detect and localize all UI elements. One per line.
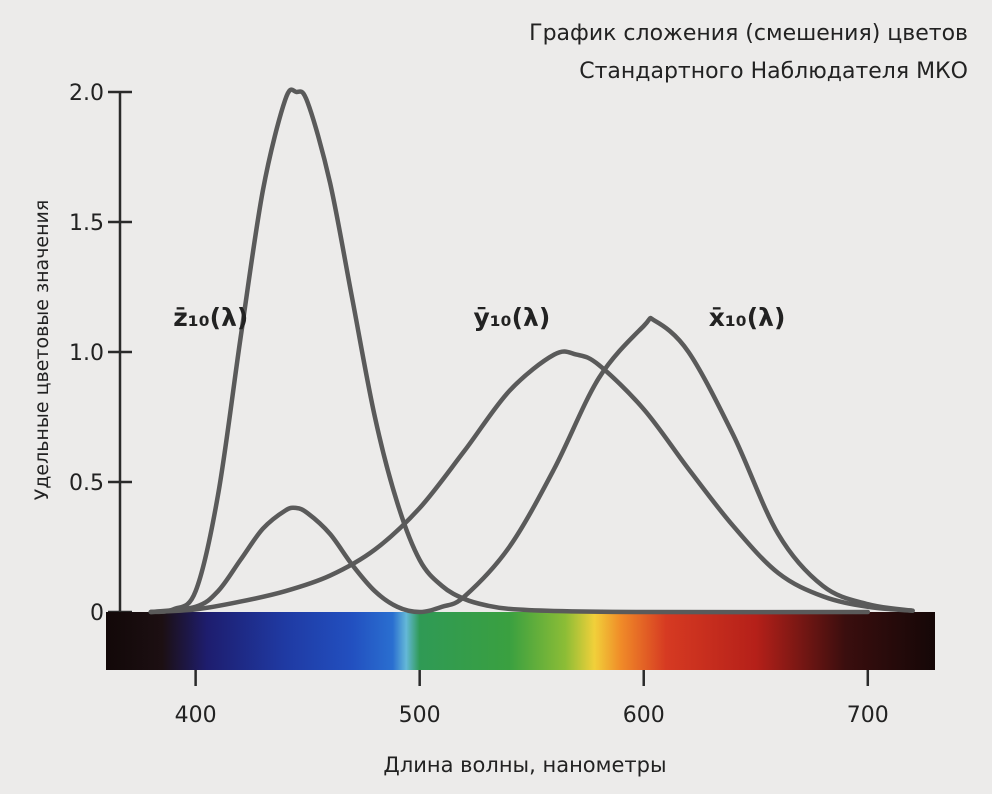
x-bar-curve <box>148 315 915 615</box>
y-bar-curve <box>148 349 915 615</box>
x-tick-label: 500 <box>399 703 441 728</box>
y-tick-label: 1.5 <box>69 211 104 236</box>
x-tick-label: 400 <box>175 703 217 728</box>
y-tick-label: 0 <box>90 601 104 626</box>
x-bar-label: x̄₁₀(λ) <box>709 303 786 332</box>
chart-title-line-2: Стандартного Наблюдателя МКО <box>579 59 968 84</box>
y-tick-label: 0.5 <box>69 471 104 496</box>
y-tick-label: 1.0 <box>69 341 104 366</box>
y-tick-label: 2.0 <box>69 81 104 106</box>
chart-title-line-1: График сложения (смешения) цветов <box>529 21 968 46</box>
z-bar-label: z̄₁₀(λ) <box>173 303 248 332</box>
z-bar-curve <box>148 87 871 615</box>
x-tick-label: 600 <box>623 703 665 728</box>
y-bar-label: ȳ₁₀(λ) <box>473 303 550 332</box>
x-tick-label: 700 <box>847 703 889 728</box>
y-axis-label: Удельные цветовые значения <box>31 200 53 501</box>
x-axis-label: Длина волны, нанометры <box>383 753 666 777</box>
spectrum-band <box>106 612 935 670</box>
